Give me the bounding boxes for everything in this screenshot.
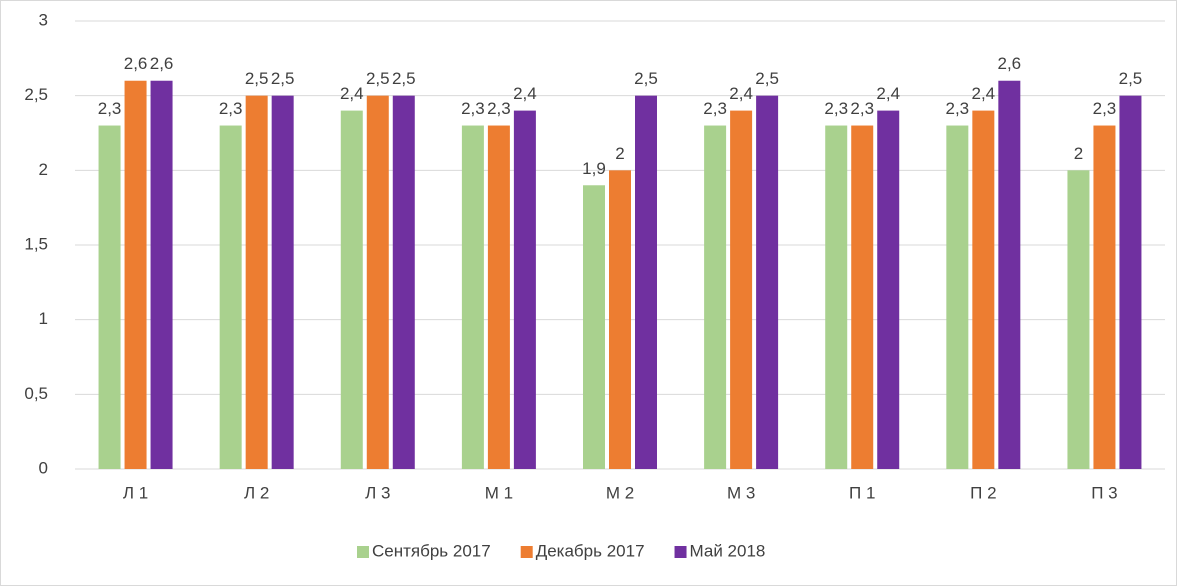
data-label: 2,5 (392, 69, 416, 88)
bar (461, 125, 484, 470)
x-tick-label: П 2 (970, 483, 996, 502)
data-label: 2,3 (824, 99, 848, 118)
bar (972, 110, 995, 469)
data-label: 2,3 (219, 99, 243, 118)
bar (1067, 170, 1090, 470)
data-label: 2,3 (703, 99, 727, 118)
bar (730, 110, 753, 469)
legend-swatch (674, 546, 687, 558)
y-tick-label: 0,5 (24, 384, 48, 403)
data-label: 2,4 (876, 84, 900, 103)
legend-label: Сентябрь 2017 (372, 541, 491, 560)
bar (366, 95, 389, 470)
y-tick-label: 0 (39, 458, 48, 477)
data-label: 1,9 (582, 159, 606, 178)
bar (998, 80, 1021, 469)
x-tick-label: М 2 (606, 483, 634, 502)
bar (271, 95, 294, 470)
x-tick-label: М 1 (485, 483, 513, 502)
bar (877, 110, 900, 469)
bar (150, 80, 173, 469)
legend-label: Май 2018 (690, 541, 766, 560)
bar (98, 125, 121, 470)
data-label: 2,3 (461, 99, 485, 118)
data-label: 2,3 (98, 99, 122, 118)
data-label: 2,5 (1119, 69, 1143, 88)
legend-swatch (520, 546, 533, 558)
legend-label: Декабрь 2017 (536, 541, 645, 560)
x-tick-label: Л 2 (244, 483, 269, 502)
x-tick-label: П 3 (1091, 483, 1117, 502)
bar (219, 125, 242, 470)
bar (825, 125, 848, 470)
data-label: 2,3 (1093, 99, 1117, 118)
bar (392, 95, 415, 470)
data-label: 2,5 (245, 69, 269, 88)
y-tick-label: 3 (39, 10, 48, 29)
data-label: 2,5 (755, 69, 779, 88)
bar (487, 125, 510, 470)
y-tick-label: 2,5 (24, 85, 48, 104)
bar (1119, 95, 1142, 470)
data-label: 2,3 (946, 99, 970, 118)
data-label: 2,4 (340, 84, 364, 103)
x-tick-label: Л 3 (365, 483, 390, 502)
bar (635, 95, 657, 470)
bar (946, 125, 969, 470)
data-label: 2,3 (487, 99, 511, 118)
y-tick-label: 1 (39, 309, 48, 328)
bar (756, 95, 779, 470)
y-tick-label: 1,5 (24, 234, 48, 253)
bar (340, 110, 363, 469)
bar (1093, 125, 1116, 470)
bar (851, 125, 874, 470)
x-tick-label: М 3 (727, 483, 755, 502)
bar (513, 110, 536, 469)
bar (124, 80, 147, 469)
bar (245, 95, 268, 470)
data-label: 2,6 (998, 54, 1022, 73)
data-label: 2,5 (271, 69, 295, 88)
data-label: 2,3 (850, 99, 874, 118)
data-label: 2,4 (972, 84, 996, 103)
x-tick-label: П 1 (849, 483, 875, 502)
data-label: 2,4 (729, 84, 753, 103)
bar (704, 125, 727, 470)
data-label: 2,5 (366, 69, 390, 88)
data-label: 2,6 (150, 54, 174, 73)
data-label: 2 (615, 144, 624, 163)
data-label: 2,4 (513, 84, 537, 103)
y-tick-label: 2 (39, 160, 48, 179)
x-tick-label: Л 1 (123, 483, 148, 502)
data-label: 2,6 (124, 54, 148, 73)
data-label: 2 (1074, 144, 1083, 163)
data-label: 2,5 (634, 69, 658, 88)
bar (583, 185, 605, 469)
legend-swatch (357, 546, 369, 558)
bar (609, 170, 631, 470)
